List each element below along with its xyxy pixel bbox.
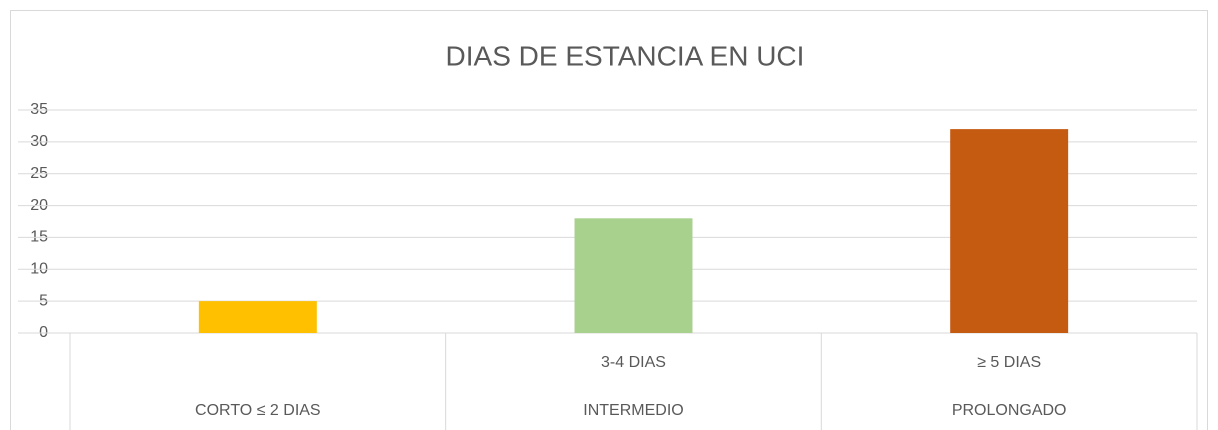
bar xyxy=(198,301,317,333)
x-tick-label: PROLONGADO xyxy=(952,402,1067,419)
x-subcategory-label: 3-4 DIAS xyxy=(601,354,666,371)
chart-title: DIAS DE ESTANCIA EN UCI xyxy=(446,40,805,71)
x-subcategory-label: ≥ 5 DIAS xyxy=(977,354,1041,371)
bar xyxy=(574,218,693,333)
x-tick-label: INTERMEDIO xyxy=(583,402,683,419)
x-tick-label: CORTO ≤ 2 DIAS xyxy=(195,402,321,419)
bar xyxy=(950,129,1069,333)
